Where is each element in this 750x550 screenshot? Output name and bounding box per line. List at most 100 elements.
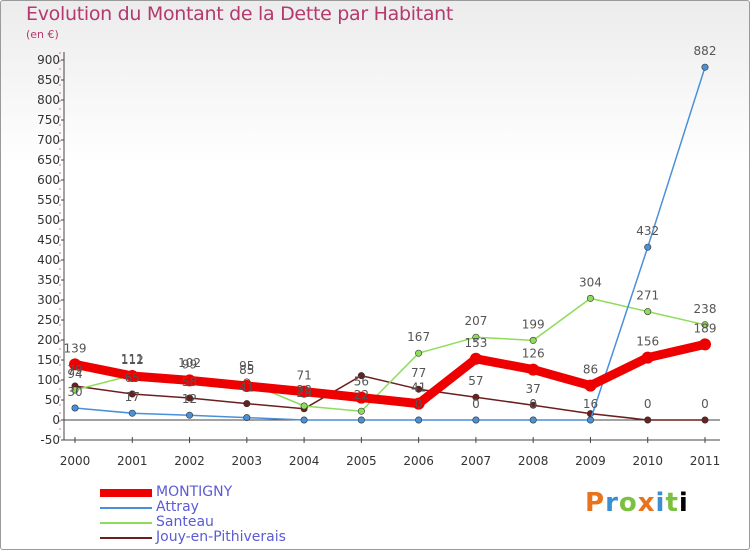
- data-point-jouy-en-pithiverais: [186, 394, 194, 402]
- data-label-attray: 30: [67, 385, 82, 399]
- data-label-montigny: 189: [694, 321, 717, 335]
- y-tick-label: 700: [37, 133, 60, 147]
- legend-label: Jouy-en-Pithiverais: [156, 529, 286, 545]
- x-tick-label: 2004: [289, 454, 320, 468]
- y-tick-label: 500: [37, 213, 60, 227]
- data-point-jouy-en-pithiverais: [128, 390, 136, 398]
- y-tick-label: 900: [37, 53, 60, 67]
- data-label-santeau: 111: [121, 352, 144, 366]
- y-tick-label: 50: [45, 393, 60, 407]
- x-tick-label: 2011: [690, 454, 721, 468]
- x-tick-label: 2003: [232, 454, 263, 468]
- data-label-santeau: 22: [354, 388, 369, 402]
- data-label-santeau: 167: [407, 330, 430, 344]
- data-point-santeau: [300, 402, 308, 410]
- data-label-montigny: 112: [121, 353, 144, 367]
- legend-item: Jouy-en-Pithiverais: [100, 530, 286, 545]
- data-point-attray: [644, 243, 652, 251]
- data-point-santeau: [644, 308, 652, 316]
- data-point-jouy-en-pithiverais: [701, 416, 709, 424]
- data-label-attray: 0: [472, 397, 480, 411]
- data-point-attray: [186, 411, 194, 419]
- logo-letter: x: [637, 488, 656, 518]
- x-tick-label: 2001: [117, 454, 148, 468]
- data-point-santeau: [71, 386, 79, 394]
- data-point-attray: [472, 416, 480, 424]
- legend-swatch: [100, 488, 152, 497]
- data-label-santeau: 207: [464, 314, 487, 328]
- data-point-santeau: [357, 407, 365, 415]
- data-label-jouy-en-pithiverais: 79: [67, 363, 82, 377]
- y-tick-label: 550: [37, 193, 60, 207]
- data-label-montigny: 41: [411, 381, 426, 395]
- data-label-attray: 0: [415, 397, 423, 411]
- y-tick-label: 400: [37, 253, 60, 267]
- data-label-jouy-en-pithiverais: 41: [239, 381, 254, 395]
- legend-swatch: [100, 536, 152, 539]
- data-point-montigny: [355, 391, 368, 404]
- data-point-montigny: [412, 397, 425, 410]
- data-point-montigny: [183, 374, 196, 387]
- data-label-jouy-en-pithiverais: 0: [701, 397, 709, 411]
- y-tick-label: 0: [52, 413, 60, 427]
- data-label-jouy-en-pithiverais: 57: [468, 374, 483, 388]
- data-point-montigny: [469, 352, 482, 365]
- x-tick-label: 2009: [575, 454, 606, 468]
- data-label-santeau: 238: [694, 302, 717, 316]
- data-point-attray: [300, 416, 308, 424]
- data-point-attray: [529, 416, 537, 424]
- data-point-santeau: [529, 336, 537, 344]
- x-tick-label: 2002: [174, 454, 205, 468]
- data-label-jouy-en-pithiverais: 77: [411, 366, 426, 380]
- data-label-montigny: 156: [636, 335, 659, 349]
- logo-letter: o: [618, 488, 638, 518]
- data-label-attray: 17: [125, 390, 140, 404]
- x-tick-label: 2008: [518, 454, 549, 468]
- data-label-jouy-en-pithiverais: 37: [526, 382, 541, 396]
- data-point-jouy-en-pithiverais: [472, 393, 480, 401]
- data-point-montigny: [641, 351, 654, 364]
- data-label-jouy-en-pithiverais: 0: [644, 397, 652, 411]
- data-point-attray: [243, 414, 251, 422]
- data-point-attray: [415, 416, 423, 424]
- y-tick-label: -50: [40, 433, 60, 447]
- x-tick-label: 2007: [461, 454, 492, 468]
- data-label-santeau: 28: [296, 383, 311, 397]
- data-label-attray: 432: [636, 224, 659, 238]
- data-point-attray: [128, 409, 136, 417]
- series-line-santeau: [74, 297, 706, 412]
- data-point-montigny: [240, 380, 253, 392]
- data-point-jouy-en-pithiverais: [529, 401, 537, 409]
- data-label-jouy-en-pithiverais: 28: [296, 386, 311, 400]
- data-label-montigny: 126: [522, 347, 545, 361]
- legend: MONTIGNY Attray Santeau Jouy-en-Pithiverais: [100, 485, 286, 545]
- data-label-jouy-en-pithiverais: 65: [125, 371, 140, 385]
- y-tick-label: 800: [37, 93, 60, 107]
- legend-item: Attray: [100, 500, 286, 515]
- chart-subtitle: (en €): [26, 28, 59, 41]
- logo-letter: i: [678, 488, 689, 518]
- series-line-attray: [74, 66, 706, 421]
- data-point-santeau: [586, 294, 594, 302]
- data-point-attray: [71, 404, 79, 412]
- data-label-attray: 882: [694, 44, 717, 58]
- series-line-montigny: [70, 339, 710, 409]
- axes: -500501001502002503003504004505005506006…: [37, 52, 720, 468]
- data-point-santeau: [472, 333, 480, 341]
- data-label-santeau: 95: [239, 359, 254, 373]
- data-point-attray: [586, 416, 594, 424]
- data-point-attray: [357, 416, 365, 424]
- data-label-attray: 16: [583, 397, 598, 411]
- data-label-montigny: 85: [239, 363, 254, 377]
- logo-letter: t: [665, 488, 679, 518]
- data-point-montigny: [126, 370, 139, 382]
- y-tick-label: 250: [37, 313, 60, 327]
- y-tick-label: 200: [37, 333, 60, 347]
- data-label-montigny: 153: [464, 336, 487, 350]
- data-label-attray: 12: [182, 392, 197, 406]
- logo-letter: i: [655, 488, 666, 518]
- legend-swatch: [100, 506, 152, 509]
- data-label-montigny: 56: [354, 375, 369, 389]
- data-point-montigny: [699, 338, 711, 351]
